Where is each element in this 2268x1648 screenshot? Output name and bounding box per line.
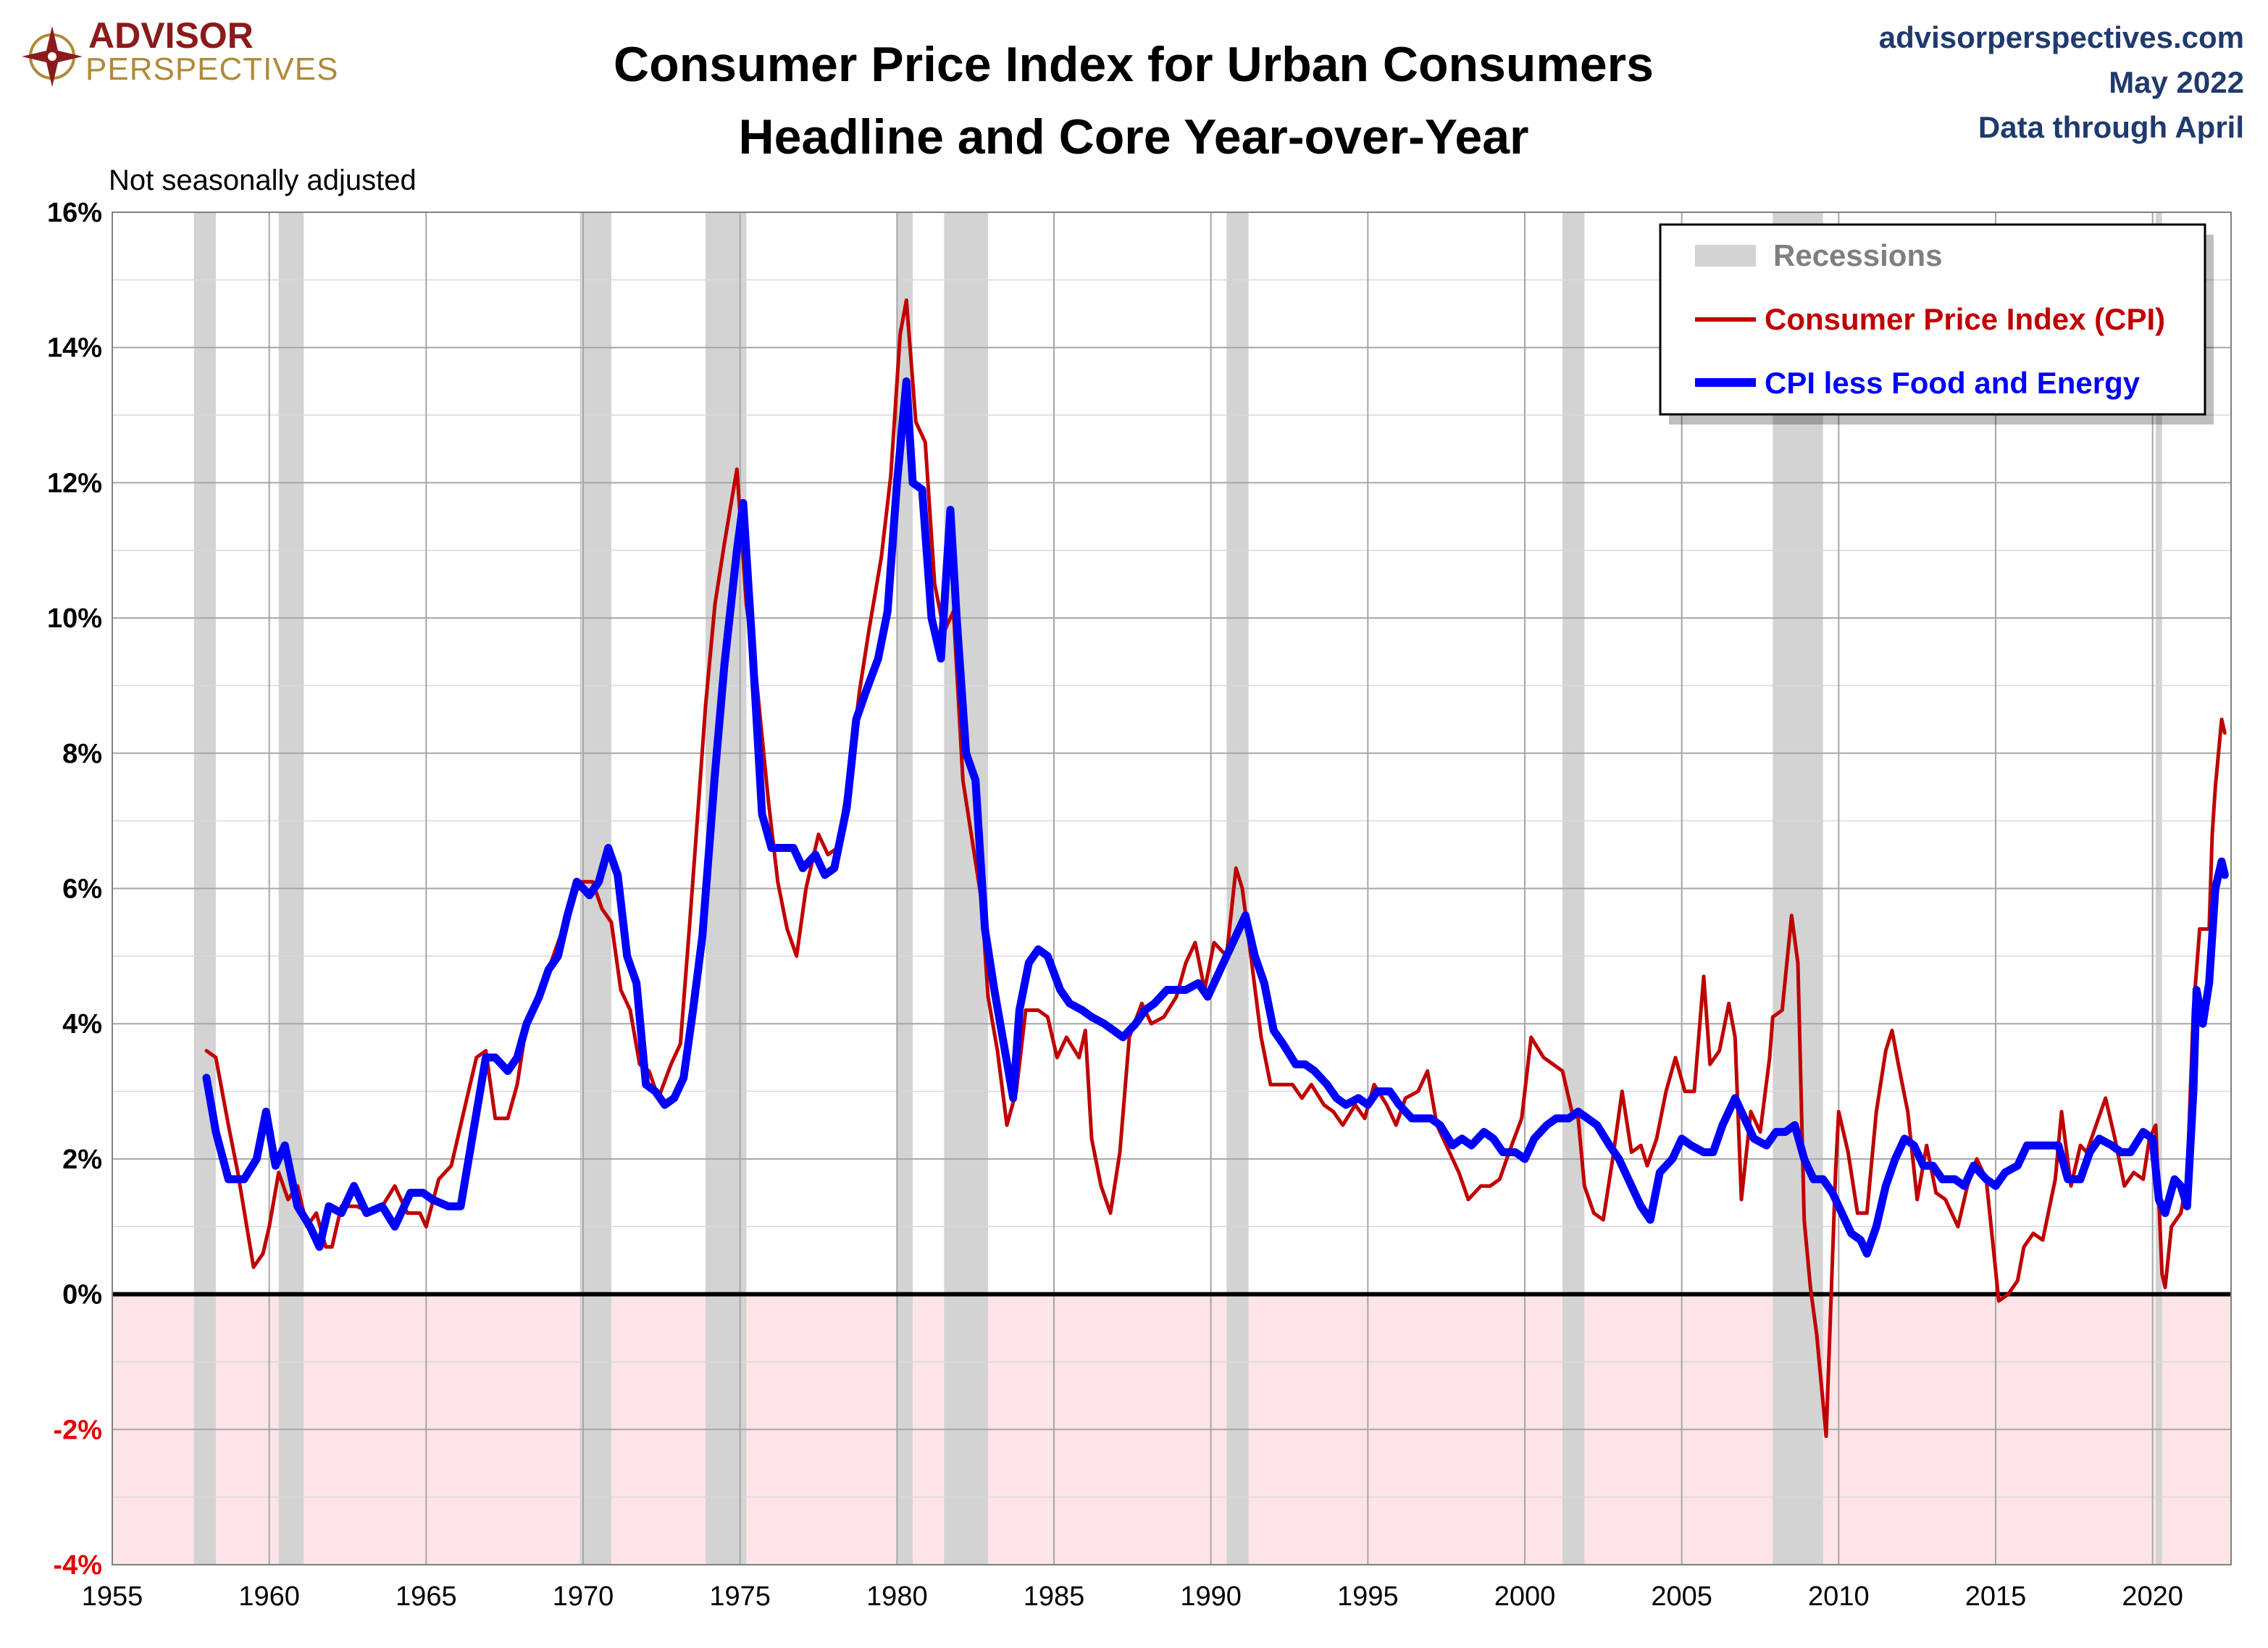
x-tick-label: 1965 [396, 1581, 457, 1612]
x-tick-label: 2010 [1808, 1581, 1870, 1612]
y-tick-label: 2% [62, 1145, 102, 1175]
legend-core: CPI less Food and Energy [1765, 366, 2141, 400]
series-lines [202, 298, 2229, 1439]
series-line-cpi [204, 298, 2227, 1439]
brand-logo: ADVISOR PERSPECTIVES [22, 15, 338, 87]
y-tick-label: 12% [47, 468, 102, 498]
compass-rose-icon [22, 26, 83, 87]
y-tick-label: 8% [62, 739, 102, 769]
y-tick-label: 4% [62, 1009, 102, 1040]
chart-title-line1: Consumer Price Index for Urban Consumers [614, 37, 1654, 92]
x-tick-label: 1980 [866, 1581, 928, 1612]
series-line-core [202, 377, 2229, 1258]
site-url: advisorperspectives.com [1879, 20, 2244, 54]
data-through: Data through April [1978, 110, 2244, 144]
publish-date: May 2022 [2109, 65, 2244, 99]
y-tick-label: -2% [53, 1415, 102, 1445]
x-tick-label: 2020 [2122, 1581, 2183, 1612]
brand-sub: PERSPECTIVES [85, 51, 338, 87]
legend: Recessions Consumer Price Index (CPI) CP… [1659, 223, 2214, 424]
x-tick-label: 2000 [1494, 1581, 1556, 1612]
x-tick-label: 1995 [1337, 1581, 1399, 1612]
plot-frame [112, 212, 2232, 1565]
y-tick-label: -4% [53, 1550, 102, 1581]
adjustment-note: Not seasonally adjusted [109, 164, 417, 196]
y-tick-label: 10% [47, 603, 102, 634]
chart-title-line2: Headline and Core Year-over-Year [738, 109, 1528, 164]
x-tick-label: 2015 [1965, 1581, 2027, 1612]
y-axis-ticks: 16% 14% 12% 10% 8% 6% 4% 2% 0% -2% -4% [47, 198, 102, 1581]
x-tick-label: 1985 [1024, 1581, 1085, 1612]
y-tick-label: 16% [47, 198, 102, 228]
x-tick-label: 1960 [238, 1581, 300, 1612]
legend-swatch-recessions [1695, 245, 1756, 267]
legend-recessions: Recessions [1773, 238, 1942, 272]
brand-name: ADVISOR [88, 15, 254, 56]
x-tick-label: 1970 [553, 1581, 614, 1612]
x-axis-ticks: 1955 1960 1965 1970 1975 1980 1985 1990 1995 2000… [82, 1581, 2183, 1612]
y-tick-label: 6% [62, 874, 102, 905]
x-tick-label: 1990 [1180, 1581, 1242, 1612]
x-tick-label: 1975 [709, 1581, 771, 1612]
y-tick-label: 14% [47, 333, 102, 364]
x-tick-label: 1955 [82, 1581, 143, 1612]
x-tick-label: 2005 [1651, 1581, 1712, 1612]
legend-cpi: Consumer Price Index (CPI) [1765, 302, 2165, 336]
y-tick-label: 0% [62, 1280, 102, 1310]
